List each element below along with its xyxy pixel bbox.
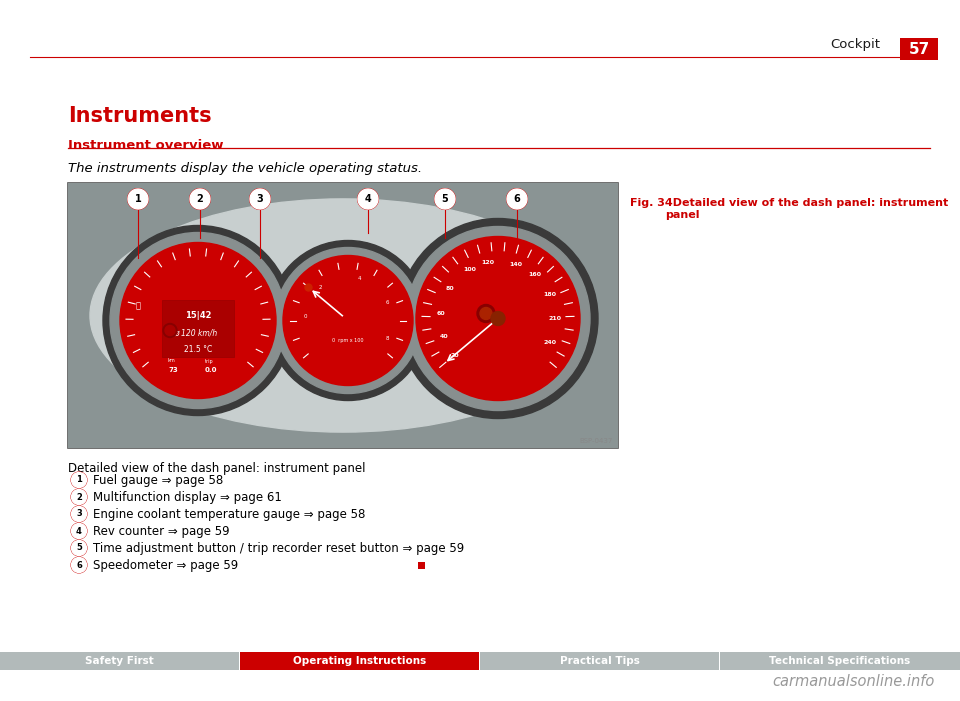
Text: 5: 5 [442, 194, 448, 204]
Text: Speedometer ⇒ page 59: Speedometer ⇒ page 59 [93, 559, 238, 572]
Text: 140: 140 [509, 261, 522, 267]
Text: 4: 4 [365, 194, 372, 204]
Circle shape [507, 189, 527, 209]
Text: 73: 73 [168, 367, 178, 374]
Text: 6: 6 [514, 194, 520, 204]
Circle shape [480, 308, 492, 320]
Text: Fig. 34: Fig. 34 [630, 198, 673, 208]
Circle shape [71, 524, 86, 538]
FancyBboxPatch shape [240, 652, 479, 670]
FancyBboxPatch shape [480, 652, 719, 670]
Circle shape [283, 255, 413, 386]
Circle shape [342, 315, 354, 327]
Text: Practical Tips: Practical Tips [560, 656, 639, 666]
Text: 4: 4 [76, 526, 82, 536]
Circle shape [398, 219, 598, 418]
Text: 20: 20 [450, 353, 459, 358]
Circle shape [71, 507, 86, 522]
Circle shape [71, 540, 86, 555]
Text: 0  rpm x 100: 0 rpm x 100 [332, 338, 364, 343]
Ellipse shape [90, 199, 596, 432]
Circle shape [358, 189, 378, 209]
Text: ø 120 km/h: ø 120 km/h [175, 329, 218, 337]
Text: Multifunction display ⇒ page 61: Multifunction display ⇒ page 61 [93, 491, 282, 504]
Text: Detailed view of the dash panel: instrument panel: Detailed view of the dash panel: instrum… [68, 462, 366, 475]
Text: 0: 0 [303, 314, 307, 319]
Text: 2: 2 [319, 285, 323, 290]
Circle shape [120, 243, 276, 398]
Circle shape [110, 233, 286, 409]
Text: 15|42: 15|42 [184, 311, 211, 320]
Text: 240: 240 [543, 340, 556, 345]
Circle shape [250, 189, 270, 209]
Text: 1: 1 [76, 475, 82, 484]
FancyBboxPatch shape [68, 183, 618, 448]
Text: 4: 4 [357, 276, 361, 282]
FancyBboxPatch shape [720, 652, 960, 670]
Text: 210: 210 [548, 316, 562, 321]
Text: 60: 60 [437, 311, 445, 316]
Text: 0.0: 0.0 [205, 367, 218, 374]
Circle shape [190, 189, 210, 209]
Circle shape [406, 226, 590, 411]
Circle shape [163, 323, 177, 337]
Text: km: km [168, 358, 176, 364]
Text: 8: 8 [385, 336, 389, 341]
Circle shape [71, 557, 86, 573]
Text: Operating Instructions: Operating Instructions [293, 656, 426, 666]
Circle shape [165, 325, 175, 336]
Text: Instruments: Instruments [68, 106, 211, 126]
FancyBboxPatch shape [162, 299, 234, 357]
Text: 120: 120 [482, 260, 494, 265]
Text: 6: 6 [76, 561, 82, 569]
FancyBboxPatch shape [68, 183, 618, 448]
FancyBboxPatch shape [418, 562, 425, 569]
Text: Technical Specifications: Technical Specifications [769, 656, 911, 666]
Text: Engine coolant temperature gauge ⇒ page 58: Engine coolant temperature gauge ⇒ page … [93, 508, 366, 521]
Text: 100: 100 [463, 266, 476, 271]
Text: 57: 57 [908, 41, 929, 57]
Text: 2: 2 [197, 194, 204, 204]
Text: BSP-0437: BSP-0437 [580, 438, 613, 444]
Circle shape [435, 189, 455, 209]
Text: Time adjustment button / trip recorder reset button ⇒ page 59: Time adjustment button / trip recorder r… [93, 542, 465, 555]
Text: 1: 1 [134, 194, 141, 204]
Text: 3: 3 [76, 510, 82, 519]
Text: 🔒: 🔒 [135, 301, 140, 310]
Text: Instrument overview: Instrument overview [68, 139, 224, 152]
Text: Fuel gauge ⇒ page 58: Fuel gauge ⇒ page 58 [93, 474, 224, 487]
Text: The instruments display the vehicle operating status.: The instruments display the vehicle oper… [68, 162, 422, 175]
Text: 3: 3 [256, 194, 263, 204]
Circle shape [268, 240, 428, 400]
Text: 21.5 °C: 21.5 °C [184, 344, 212, 353]
Circle shape [103, 226, 293, 416]
Circle shape [491, 311, 505, 325]
Text: 40: 40 [440, 334, 448, 339]
Text: 80: 80 [445, 286, 454, 291]
Circle shape [344, 316, 352, 325]
Text: Safety First: Safety First [85, 656, 154, 666]
Text: carmanualsonline.info: carmanualsonline.info [773, 674, 935, 689]
Circle shape [416, 236, 580, 400]
Text: 5: 5 [76, 543, 82, 552]
Text: 180: 180 [543, 292, 556, 297]
Circle shape [128, 189, 148, 209]
FancyBboxPatch shape [900, 38, 938, 60]
Circle shape [477, 304, 495, 322]
Text: Cockpit: Cockpit [830, 38, 880, 51]
Circle shape [71, 472, 86, 487]
Text: 6: 6 [385, 300, 389, 305]
Circle shape [71, 489, 86, 505]
Text: 160: 160 [528, 272, 541, 278]
Text: Detailed view of the dash panel: instrument
panel: Detailed view of the dash panel: instrum… [665, 198, 948, 219]
Text: Rev counter ⇒ page 59: Rev counter ⇒ page 59 [93, 525, 229, 538]
FancyBboxPatch shape [0, 652, 239, 670]
Text: 2: 2 [76, 493, 82, 501]
Circle shape [275, 247, 421, 393]
Text: trip: trip [205, 358, 214, 364]
